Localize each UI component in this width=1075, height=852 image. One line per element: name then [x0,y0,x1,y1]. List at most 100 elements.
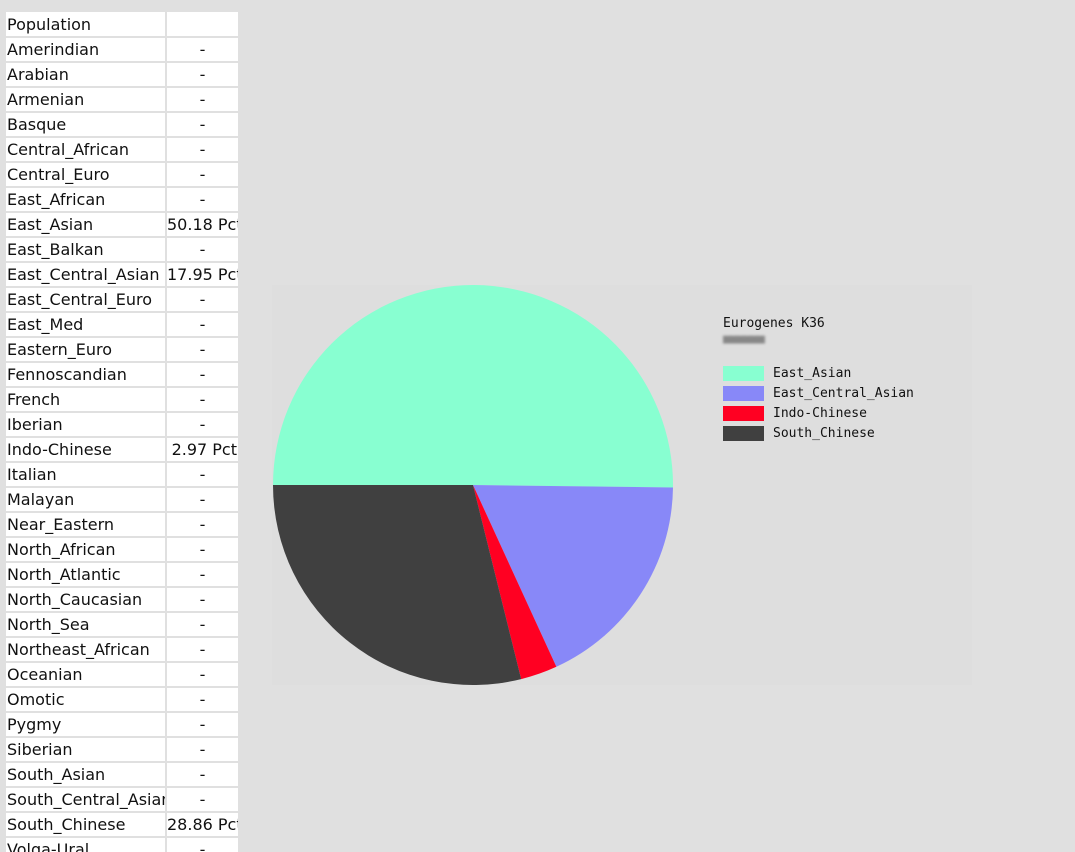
pie-slice-indo-chinese [473,485,557,680]
population-name-cell: Near_Eastern [6,512,167,538]
population-value-cell: - [166,687,239,713]
table-row: South_Chinese 28.86 Pct [6,812,239,838]
population-name-cell: Pygmy [6,712,167,738]
population-name-cell: Eastern_Euro [6,337,167,363]
pie-slice-east-central-asian [473,485,673,667]
population-value-cell: - [166,587,239,613]
population-name-cell: East_Balkan [6,237,167,263]
population-value-cell: - [166,162,239,188]
table-row: Northeast_African - [6,637,239,663]
population-name-cell: Central_Euro [6,162,167,188]
population-value-cell: - [166,462,239,488]
chart-area: Eurogenes K36 ■■■■■■ East_Asian East_Cent… [272,285,972,685]
table-header-value [166,12,239,38]
legend-swatch [723,425,764,441]
table-row: East_Central_Euro - [6,287,239,313]
population-value-cell: - [166,37,239,63]
table-row: Volga-Ural - [6,837,239,852]
pie-slice-south-chinese [273,485,522,685]
population-name-cell: North_Caucasian [6,587,167,613]
table-row: Central_Euro - [6,162,239,188]
table-row: East_Balkan - [6,237,239,263]
legend-item: Indo-Chinese [723,403,914,423]
legend-item: South_Chinese [723,423,914,443]
population-name-cell: Indo-Chinese [6,437,167,463]
population-value-cell: - [166,237,239,263]
table-row: East_Central_Asian 17.95 Pct [6,262,239,288]
population-value-cell: - [166,287,239,313]
population-name-cell: South_Chinese [6,812,167,838]
legend: Eurogenes K36 ■■■■■■ East_Asian East_Cent… [723,315,914,443]
population-name-cell: South_Central_Asian [6,787,167,813]
population-name-cell: North_African [6,537,167,563]
table-row: Siberian - [6,737,239,763]
population-name-cell: Iberian [6,412,167,438]
population-name-cell: Fennoscandian [6,362,167,388]
population-table: Population Amerindian - Arabian - Armenian - B… [6,12,239,852]
population-value-cell: - [166,412,239,438]
population-value-cell: 50.18 Pct [166,212,239,238]
table-row: Iberian - [6,412,239,438]
population-table-container: Population Amerindian - Arabian - Armenian - B… [6,12,239,852]
population-name-cell: North_Sea [6,612,167,638]
population-value-cell: 28.86 Pct [166,812,239,838]
table-row: East_Med - [6,312,239,338]
table-row: North_Sea - [6,612,239,638]
table-row: Pygmy - [6,712,239,738]
legend-swatch [723,365,764,381]
legend-items: East_Asian East_Central_Asian Indo-Chinese… [723,363,914,443]
legend-label: East_Asian [773,365,852,381]
population-value-cell: - [166,312,239,338]
population-name-cell: Volga-Ural [6,837,167,852]
table-row: Omotic - [6,687,239,713]
table-row: Indo-Chinese 2.97 Pct [6,437,239,463]
population-value-cell: - [166,562,239,588]
population-name-cell: Basque [6,112,167,138]
population-name-cell: East_African [6,187,167,213]
population-value-cell: - [166,512,239,538]
table-row: Armenian - [6,87,239,113]
table-header-population: Population [6,12,167,38]
table-row: Malayan - [6,487,239,513]
population-value-cell: - [166,487,239,513]
population-value-cell: - [166,62,239,88]
population-name-cell: Central_African [6,137,167,163]
population-table-body: Population Amerindian - Arabian - Armenian - B… [6,12,239,852]
population-value-cell: - [166,787,239,813]
population-name-cell: French [6,387,167,413]
population-value-cell: - [166,187,239,213]
population-name-cell: East_Med [6,312,167,338]
population-name-cell: Armenian [6,87,167,113]
pie-slice-east-asian [273,285,673,488]
population-value-cell: - [166,362,239,388]
population-name-cell: Northeast_African [6,637,167,663]
population-value-cell: - [166,837,239,852]
population-name-cell: Omotic [6,687,167,713]
table-row: Near_Eastern - [6,512,239,538]
table-row: North_Caucasian - [6,587,239,613]
population-name-cell: Malayan [6,487,167,513]
population-name-cell: Arabian [6,62,167,88]
legend-item: East_Asian [723,363,914,383]
table-row: Amerindian - [6,37,239,63]
population-value-cell: - [166,612,239,638]
chart-subtitle: ■■■■■■ [723,332,765,347]
table-row: East_Asian 50.18 Pct [6,212,239,238]
population-name-cell: East_Central_Asian [6,262,167,288]
table-row: Basque - [6,112,239,138]
population-value-cell: - [166,537,239,563]
table-row: East_African - [6,187,239,213]
population-value-cell: - [166,137,239,163]
legend-label: South_Chinese [773,425,875,441]
population-value-cell: - [166,712,239,738]
population-value-cell: 17.95 Pct [166,262,239,288]
population-name-cell: South_Asian [6,762,167,788]
table-row: North_African - [6,537,239,563]
population-name-cell: East_Central_Euro [6,287,167,313]
legend-swatch [723,405,764,421]
population-name-cell: North_Atlantic [6,562,167,588]
table-row: Central_African - [6,137,239,163]
population-value-cell: 2.97 Pct [166,437,239,463]
legend-swatch [723,385,764,401]
